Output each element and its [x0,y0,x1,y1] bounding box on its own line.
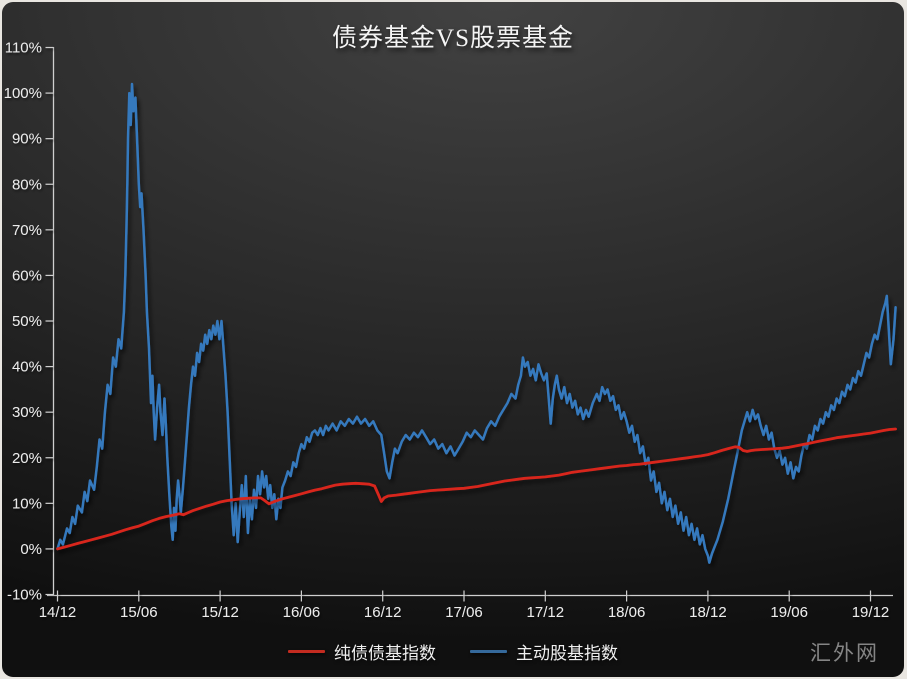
y-axis: 110% 100% 90% 80% 70% 60% 50% 40% 30% 20% 10% 0% -10… [4,40,54,604]
x-tick-label: 17/12 [527,604,565,621]
x-tick-label: 15/12 [201,604,239,621]
y-tick-label: 30% [12,404,42,421]
y-tick-label: 90% [12,131,42,148]
y-tick-label: 50% [12,313,42,330]
bond-index-line [56,427,897,551]
x-tick-label: 18/06 [608,604,646,621]
y-tick-label: 80% [12,176,42,193]
y-tick-label: 110% [5,40,42,57]
x-tick-label: 17/06 [445,604,483,621]
axes: 110% 100% 90% 80% 70% 60% 50% 40% 30% 20% 10% 0% -10… [4,40,893,621]
y-tick-label: 20% [12,450,42,467]
y-tick-label: 0% [20,541,42,558]
y-tick-label: 100% [4,85,42,102]
y-tick-label: 10% [12,495,42,512]
x-tick-label: 16/12 [364,604,402,621]
series-lines [56,82,897,564]
x-tick-label: 15/06 [120,604,158,621]
y-tick-label: 70% [12,222,42,239]
legend-label-stock: 主动股基指数 [516,643,618,663]
legend-label-bond: 纯债债基指数 [334,643,436,663]
legend-item-stock-index: 主动股基指数 [470,639,618,664]
y-tick-label: 60% [12,267,42,284]
y-tick-label: -10% [7,587,42,604]
x-tick-label: 19/12 [852,604,890,621]
y-tick-label: 40% [12,359,42,376]
x-axis: 14/12 15/06 15/12 16/06 16/12 17/06 17/12 18/06… [39,590,890,621]
chart-title: 债券基金VS股票基金 [332,25,574,52]
legend: 纯债债基指数 主动股基指数 [2,636,904,666]
x-tick-label: 16/06 [283,604,321,621]
stock-index-line [56,82,897,564]
legend-item-bond-index: 纯债债基指数 [288,639,436,664]
stock-line-swatch-icon [470,649,507,653]
watermark: 汇外网 [810,641,879,665]
x-tick-label: 14/12 [39,604,77,621]
bond-line-swatch-icon [288,649,325,653]
x-tick-label: 19/06 [770,604,808,621]
edge-accent [899,11,904,34]
x-tick-label: 18/12 [689,604,727,621]
